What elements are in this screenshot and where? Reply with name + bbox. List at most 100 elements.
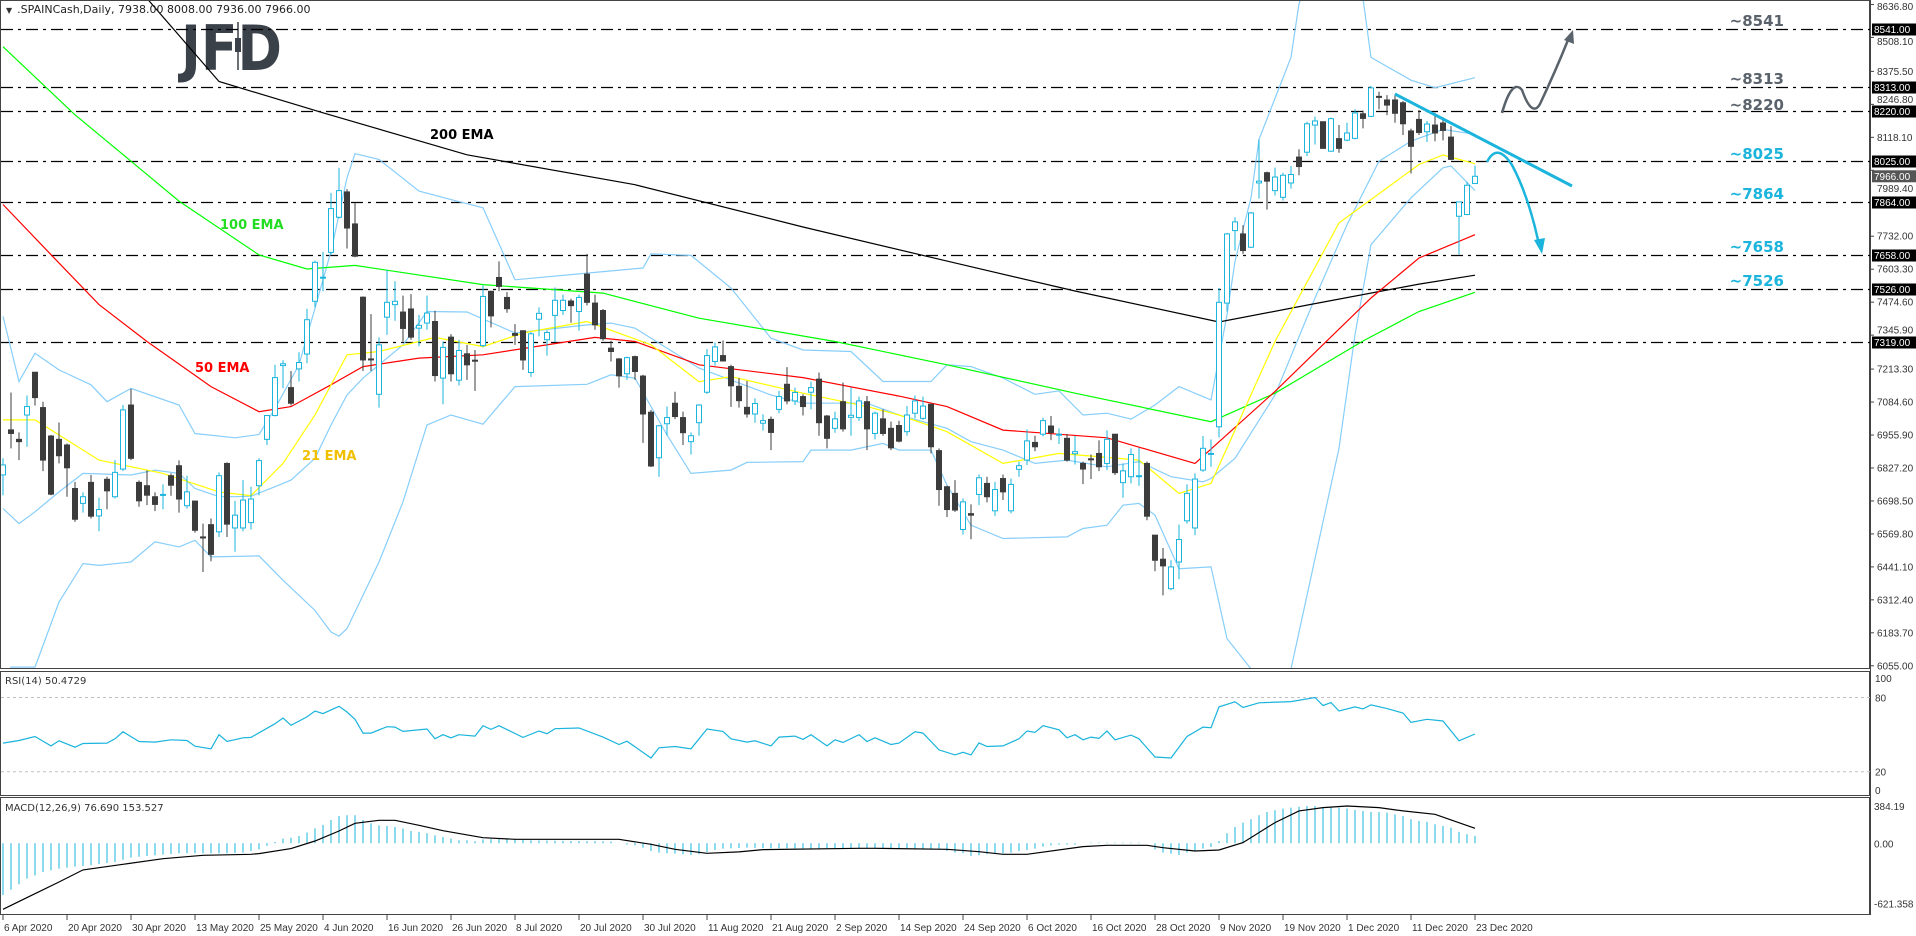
candle-body	[1144, 462, 1150, 517]
candle-body	[376, 344, 382, 395]
candle-body	[168, 475, 174, 486]
candle	[1240, 225, 1246, 254]
candle	[1464, 181, 1470, 216]
candle-body	[1240, 233, 1246, 252]
candle-body	[1328, 118, 1334, 152]
candle-body	[776, 396, 782, 410]
candle-body	[96, 509, 102, 517]
candle	[400, 295, 406, 342]
downtrend-line[interactable]	[1394, 92, 1573, 188]
main-plot	[1, 1, 1478, 668]
date-tick-label: 16 Jun 2020	[388, 923, 443, 934]
candle	[1112, 433, 1118, 475]
candle-body	[624, 357, 630, 375]
candle-body	[1416, 118, 1422, 133]
candle-body	[632, 356, 638, 372]
candle	[1160, 547, 1166, 596]
candle	[456, 339, 462, 386]
price-tick-label: 7474.60	[1877, 298, 1914, 309]
candle-body	[600, 310, 606, 340]
candle-body	[1304, 123, 1310, 153]
candle	[264, 415, 270, 445]
candle	[1344, 122, 1350, 142]
candle	[920, 396, 926, 420]
candle-body	[432, 321, 438, 377]
candle-body	[256, 460, 262, 487]
candle	[728, 364, 734, 407]
candle-body	[728, 366, 734, 387]
candle	[552, 287, 558, 343]
price-tick-label: 6569.80	[1877, 529, 1914, 540]
bearish-scenario-arrow[interactable]	[1485, 151, 1540, 241]
candle-body	[1272, 176, 1278, 192]
candle-body	[912, 400, 918, 414]
ema-100-line	[2, 46, 1476, 423]
level-price-box-label: 8541.00	[1874, 25, 1911, 36]
candle-body	[496, 276, 502, 287]
macd-plot	[2, 805, 1476, 910]
candle-body	[1024, 440, 1030, 461]
candle	[48, 434, 54, 496]
candle	[912, 395, 918, 419]
candle-body	[680, 417, 686, 434]
candle	[760, 414, 766, 431]
logo-text: JFD	[178, 12, 282, 85]
candle	[880, 409, 886, 436]
candle	[1080, 461, 1086, 485]
candle-body	[808, 387, 814, 393]
level-price-box-label: 8313.00	[1874, 83, 1911, 94]
candle	[1408, 128, 1414, 174]
level-label-7526: ~7526	[1729, 272, 1784, 290]
candle-body	[1296, 156, 1302, 168]
price-tick-label: 7213.30	[1877, 365, 1914, 376]
level-price-box-label: 7319.00	[1874, 338, 1911, 349]
candle	[376, 337, 382, 408]
candle-body	[1040, 420, 1046, 435]
candle	[104, 476, 110, 510]
candle	[8, 392, 14, 449]
candle-body	[1048, 425, 1054, 434]
dropdown-triangle-icon[interactable]: ▼	[6, 6, 13, 15]
candle-body	[960, 501, 966, 531]
candle	[152, 492, 158, 512]
ema200-label: 200 EMA	[430, 128, 494, 143]
candle-body	[352, 223, 358, 257]
candle	[432, 310, 438, 382]
date-tick-label: 30 Jul 2020	[644, 923, 696, 934]
price-tick-label: 7732.00	[1877, 232, 1914, 243]
candle-body	[552, 299, 558, 316]
level-label-8541: ~8541	[1729, 12, 1784, 30]
candle	[656, 425, 662, 477]
price-tick-label: 8118.10	[1877, 133, 1913, 144]
candle-body	[1192, 478, 1198, 529]
candle-body	[1112, 433, 1118, 474]
candle-body	[1168, 566, 1174, 590]
candle	[1064, 433, 1070, 462]
price-tick-label: 6955.90	[1877, 431, 1914, 442]
chart-header: ▼ .SPAINCash,Daily, 7938.00 8008.00 7936.…	[6, 3, 311, 16]
date-tick-label: 1 Dec 2020	[1348, 923, 1400, 934]
candle-body	[688, 435, 694, 443]
candle-body	[968, 513, 974, 516]
candle	[1168, 560, 1174, 591]
date-axis: 6 Apr 2020 20 Apr 2020 30 Apr 2020 13 May 2…	[2, 915, 1533, 934]
level-price-box	[1872, 23, 1916, 36]
rsi-panel: 100 80 20 0	[1, 674, 1892, 797]
candle	[440, 341, 446, 405]
candle-body	[1384, 99, 1390, 106]
candle-body	[416, 324, 422, 329]
candle-body	[1320, 121, 1326, 149]
bullish-scenario-arrow[interactable]	[1500, 39, 1570, 114]
current-price-label: 7966.00	[1874, 172, 1911, 183]
candle	[488, 290, 494, 328]
candle-body	[640, 375, 646, 415]
level-price-box	[1872, 105, 1916, 118]
bollinger-upper-band	[2, 1, 1476, 439]
rsi-title: RSI(14) 50.4729	[5, 676, 87, 687]
candle-body	[544, 332, 550, 341]
price-tick-label: 6312.40	[1877, 595, 1914, 606]
candle-body	[832, 418, 838, 429]
macd-axis-label: 384.19	[1874, 802, 1905, 813]
candle-body	[224, 462, 230, 525]
candle	[1392, 94, 1398, 123]
